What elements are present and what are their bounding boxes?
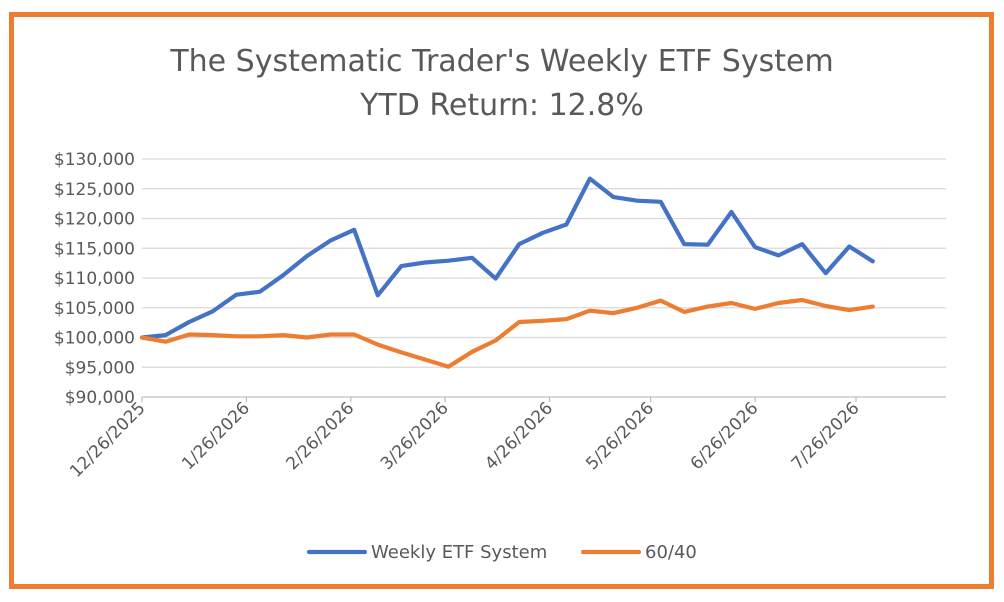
x-tick-label: 7/26/2026 [788,398,864,474]
y-tick-label: $90,000 [65,388,135,408]
legend-label-sixty-forty: 60/40 [645,542,697,563]
x-tick-label: 5/26/2026 [582,398,658,474]
series-line-sixty-forty [139,297,875,369]
x-tick-label: 4/26/2026 [481,398,557,474]
series-line-weekly-etf-system [139,176,875,340]
x-tick-label: 1/26/2026 [178,398,254,474]
series [139,176,875,369]
y-tick-label: $110,000 [54,269,135,289]
chart-title: The Systematic Trader's Weekly ETF Syste… [169,44,833,79]
chart-frame [9,12,994,589]
y-tick-label: $130,000 [54,150,135,170]
y-tick-label: $125,000 [54,180,135,200]
chart-subtitle: YTD Return: 12.8% [359,88,644,123]
x-tick-label: 12/26/2025 [66,398,149,481]
y-tick-label: $100,000 [54,329,135,349]
legend-label-weekly-etf-system: Weekly ETF System [371,542,547,563]
legend: Weekly ETF System 60/40 [306,542,697,563]
y-tick-label: $105,000 [54,299,135,319]
y-tick-label: $115,000 [54,239,135,259]
x-tick-label: 6/26/2026 [687,398,763,474]
x-axis-tick-labels: 12/26/2025 1/26/2026 2/26/2026 3/26/2026 4/2… [66,397,864,482]
y-axis-tick-labels: $90,000 $95,000 $100,000 $105,000 $110,000 $1… [54,150,135,408]
x-tick-label: 2/26/2026 [283,398,359,474]
y-tick-label: $95,000 [65,358,135,378]
x-tick-label: 3/26/2026 [377,398,453,474]
y-tick-label: $120,000 [54,210,135,230]
